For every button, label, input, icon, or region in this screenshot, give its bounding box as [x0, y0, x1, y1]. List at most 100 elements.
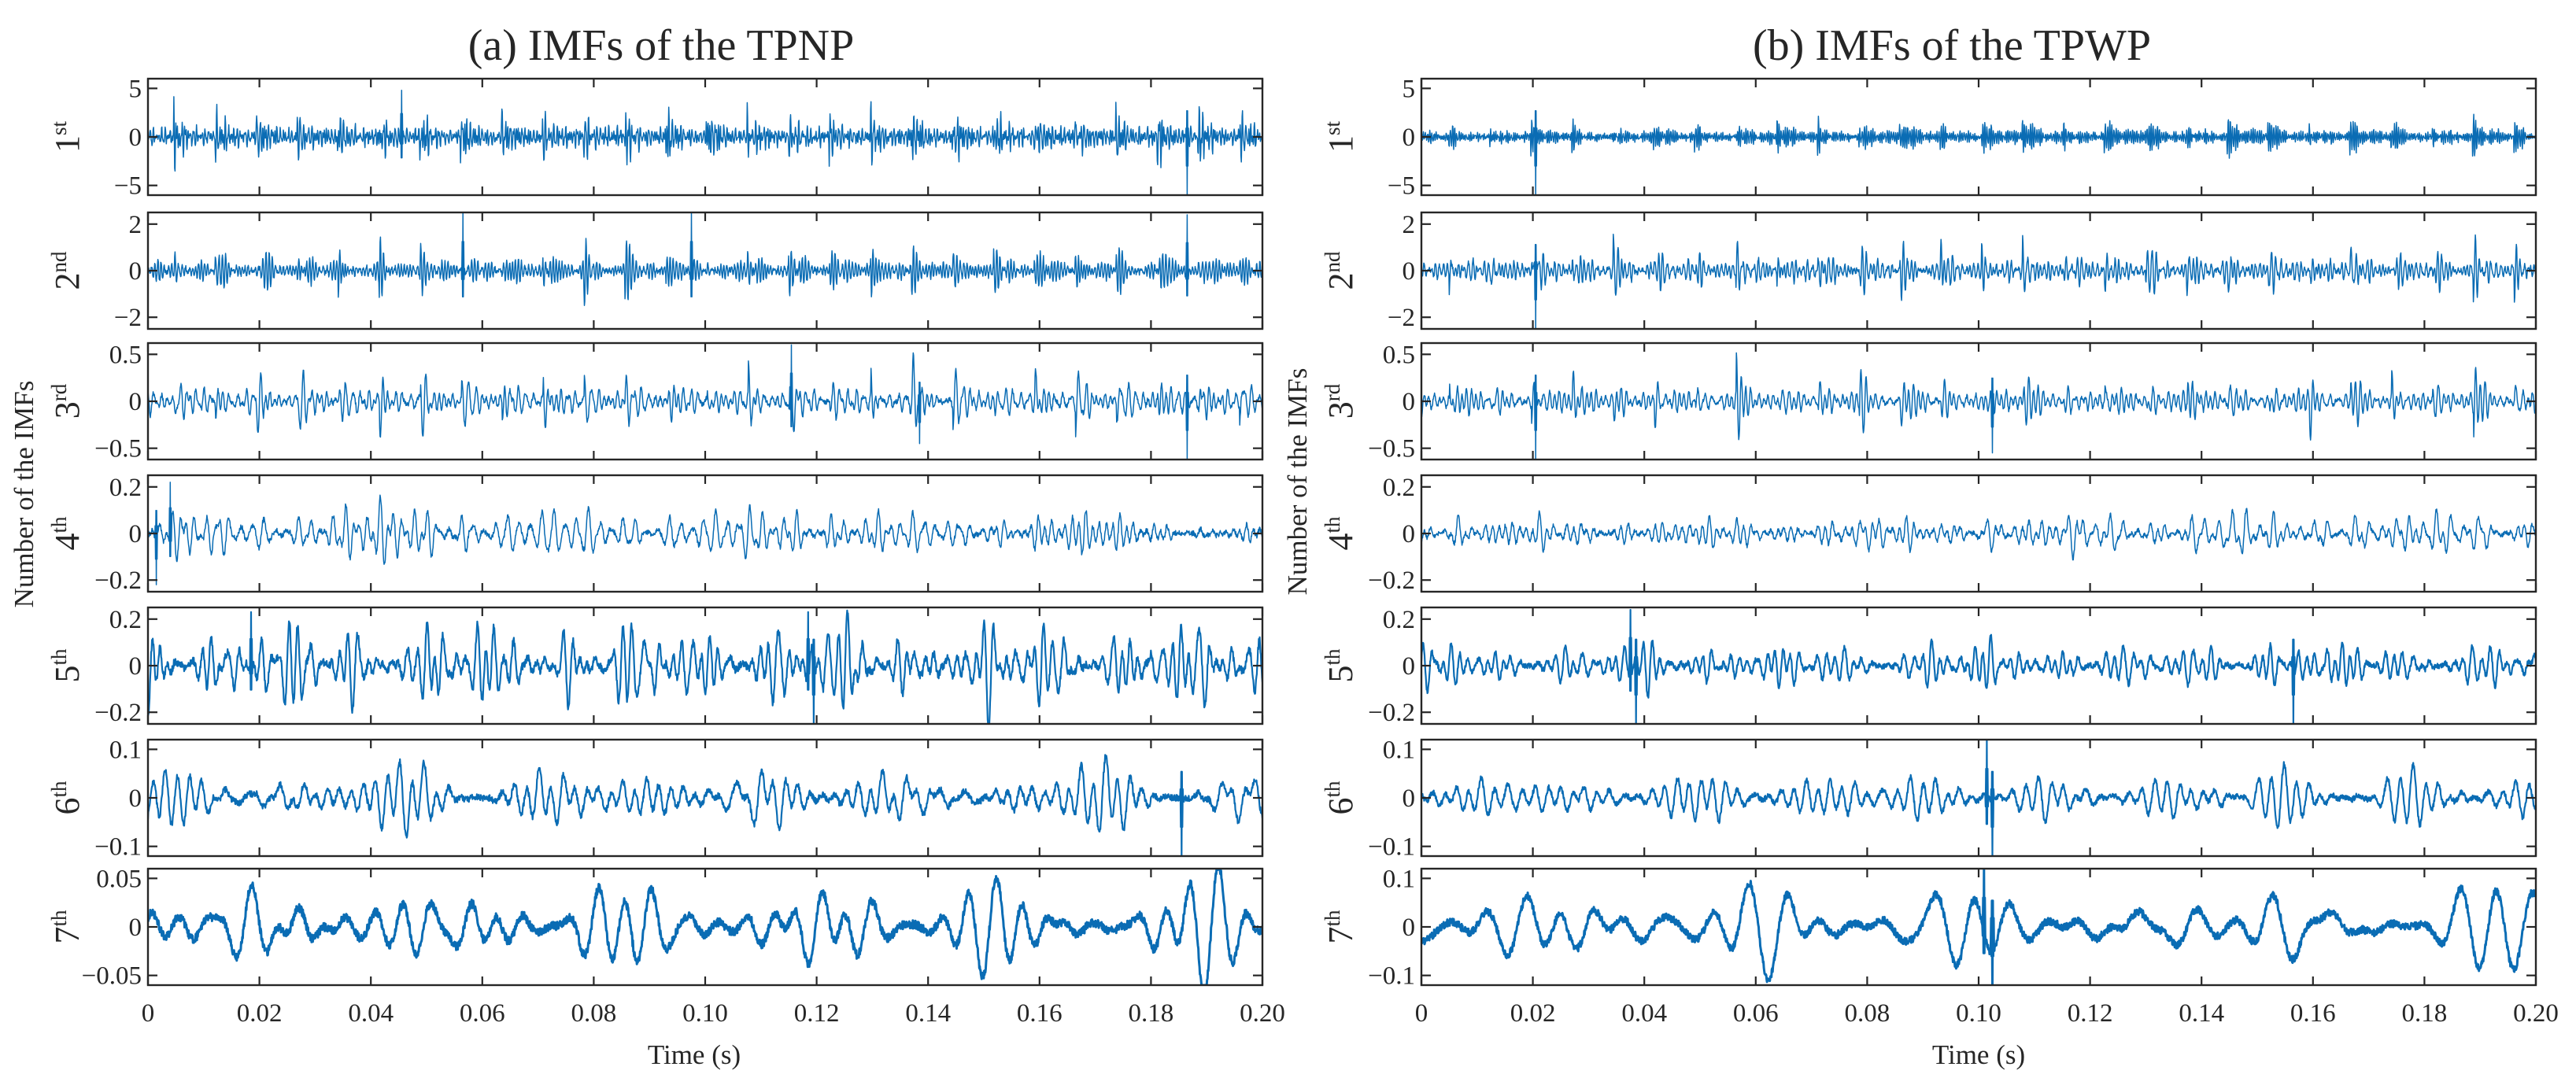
y-tick-label: −2	[114, 304, 142, 332]
x-tick-label: 0.20	[2513, 999, 2559, 1028]
y-tick-label: 0	[129, 388, 142, 416]
x-tick-label: 0.16	[1017, 999, 1063, 1028]
y-tick-label: −0.2	[1368, 567, 1415, 595]
panel-frame	[146, 474, 1264, 593]
imf-order-label: 3rd	[1321, 383, 1360, 419]
y-tick-label: 0.1	[109, 736, 142, 764]
y-tick-label: −0.2	[94, 699, 142, 727]
x-tick-label: 0.10	[1956, 999, 2001, 1028]
y-tick-label: 0.1	[1383, 865, 1415, 893]
imf-order-label: 7th	[47, 910, 87, 944]
imf-panel-2: −2 0 2 2nd	[1321, 211, 2537, 332]
imf-panel-2: −2 0 2 2nd	[47, 211, 1264, 332]
chart-title: (a) IMFs of the TPNP	[468, 21, 855, 70]
y-tick-label: −5	[114, 172, 142, 201]
x-tick-label: 0.12	[2068, 999, 2113, 1028]
imf-panel-7: −0.05 0 0.05 7th	[47, 865, 1264, 991]
imf-panel-3: −0.5 0 0.5 3rd	[1321, 341, 2537, 463]
y-tick-label: 5	[1403, 75, 1416, 103]
y-tick-label: 0	[129, 257, 142, 286]
x-tick-label: 0.10	[682, 999, 728, 1028]
x-axis-label: Time (s)	[648, 1039, 741, 1070]
y-tick-label: 0.5	[109, 341, 142, 369]
y-tick-label: 0	[129, 784, 142, 813]
imf-order-label: 5th	[1321, 648, 1360, 683]
y-tick-label: 0	[129, 520, 142, 548]
x-tick-label: 0	[142, 999, 155, 1028]
y-tick-label: 0	[1403, 257, 1416, 286]
x-tick-label: 0.14	[905, 999, 951, 1028]
x-tick-label: 0.04	[1621, 999, 1667, 1028]
imf-order-label: 1st	[47, 121, 87, 153]
x-tick-label: 0.16	[2290, 999, 2336, 1028]
imf-trace-1	[1421, 109, 2536, 195]
y-tick-label: 2	[129, 211, 142, 239]
x-axis-label: Time (s)	[1932, 1039, 2025, 1070]
y-tick-label: 0.5	[1383, 341, 1415, 369]
y-tick-label: −0.1	[94, 833, 142, 862]
imf-order-label: 7th	[1321, 910, 1360, 944]
imf-order-label: 1st	[1321, 121, 1360, 153]
y-tick-label: −0.05	[82, 962, 142, 991]
imf-panel-3: −0.5 0 0.5 3rd	[47, 341, 1264, 463]
imf-trace-2	[1421, 234, 2536, 329]
y-tick-label: 0	[1403, 914, 1416, 942]
y-tick-label: −0.5	[1368, 435, 1415, 463]
y-tick-label: −2	[1388, 304, 1415, 332]
x-tick-label: 0.02	[237, 999, 283, 1028]
imf-order-label: 5th	[47, 648, 87, 683]
x-tick-label: 0.08	[1845, 999, 1890, 1028]
imf-order-label: 6th	[47, 781, 87, 815]
x-tick-label: 0.08	[571, 999, 617, 1028]
chart-title: (b) IMFs of the TPWP	[1753, 21, 2151, 70]
x-tick-label: 0.20	[1240, 999, 1285, 1028]
x-tick-label: 0.18	[1129, 999, 1174, 1028]
y-tick-label: 0	[129, 914, 142, 942]
panel-b: (b) IMFs of the TPWP Number of the IMFs −5…	[1282, 21, 2559, 1070]
imf-trace-6	[148, 754, 1262, 856]
imf-trace-3	[1421, 352, 2536, 460]
panel-a: (a) IMFs of the TPNP Number of the IMFs −5…	[9, 21, 1285, 1070]
y-tick-label: 0.2	[1383, 606, 1415, 634]
y-tick-label: 0.1	[1383, 736, 1415, 764]
x-tick-label: 0.14	[2179, 999, 2224, 1028]
y-tick-label: 0	[1403, 784, 1416, 813]
y-tick-label: 0.2	[109, 606, 142, 634]
y-tick-label: 5	[129, 75, 142, 103]
y-axis-label: Number of the IMFs	[1282, 368, 1313, 596]
imf-panel-6: −0.1 0 0.1 6th	[1321, 736, 2537, 862]
x-tick-label: 0.04	[348, 999, 394, 1028]
x-tick-label: 0.02	[1510, 999, 1556, 1028]
y-tick-label: −0.1	[1368, 833, 1415, 862]
y-tick-label: −0.2	[94, 567, 142, 595]
imf-trace-7	[1421, 869, 2536, 985]
imf-panel-5: −0.2 0 0.2 5th	[1321, 606, 2537, 727]
imf-panel-6: −0.1 0 0.1 6th	[47, 736, 1264, 862]
y-tick-label: 0.2	[1383, 474, 1415, 502]
imf-order-label: 6th	[1321, 781, 1360, 815]
imf-trace-7	[148, 869, 1262, 985]
y-tick-label: 0.05	[96, 865, 142, 893]
imf-order-label: 2nd	[47, 251, 87, 290]
imf-order-label: 4th	[1321, 516, 1360, 551]
y-tick-label: 0	[129, 124, 142, 152]
x-tick-label: 0	[1415, 999, 1428, 1028]
imf-panel-1: −5 0 5 1st	[47, 75, 1264, 201]
imf-trace-1	[148, 90, 1262, 195]
imf-order-label: 2nd	[1321, 251, 1360, 290]
y-tick-label: −0.2	[1368, 699, 1415, 727]
y-tick-label: 2	[1403, 211, 1416, 239]
y-tick-label: 0	[1403, 388, 1416, 416]
imf-panel-4: −0.2 0 0.2 4th	[47, 474, 1264, 595]
x-tick-label: 0.06	[460, 999, 505, 1028]
x-tick-label: 0.18	[2402, 999, 2448, 1028]
imf-trace-5	[1421, 608, 2536, 724]
x-tick-label: 0.12	[794, 999, 840, 1028]
y-tick-label: 0	[1403, 124, 1416, 152]
imf-order-label: 4th	[47, 516, 87, 551]
imf-trace-5	[148, 609, 1262, 724]
imf-trace-3	[148, 344, 1262, 460]
y-tick-label: −0.5	[94, 435, 142, 463]
imf-panel-1: −5 0 5 1st	[1321, 75, 2537, 201]
